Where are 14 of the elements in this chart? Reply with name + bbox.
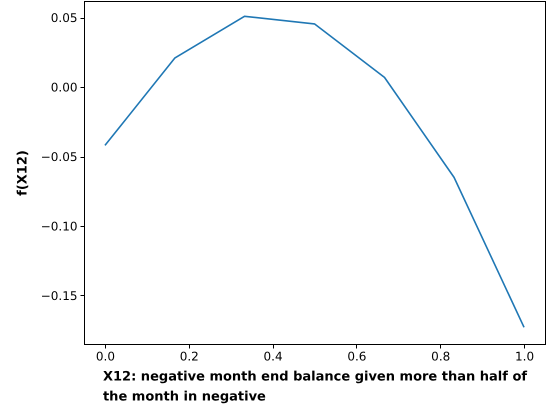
y-tick-label: −0.15 xyxy=(40,288,78,303)
x-tick-label: 0.2 xyxy=(180,350,199,364)
y-tick-label: 0.05 xyxy=(50,11,78,26)
x-tick-label: 0.8 xyxy=(431,350,450,364)
y-axis-title: f(X12) xyxy=(16,150,30,196)
x-tick-label: 1.0 xyxy=(515,350,534,364)
line-series xyxy=(104,15,525,328)
x-axis-title: X12: negative month end balance given more than half of the month in negative xyxy=(102,370,528,404)
x-tick-label: 0.0 xyxy=(96,350,115,364)
y-tick-label: −0.05 xyxy=(40,150,78,164)
y-tick-label: −0.10 xyxy=(40,219,78,234)
x-tick-label: 0.6 xyxy=(347,350,366,364)
x-tick-label: 0.4 xyxy=(264,350,283,364)
y-tick-label: 0.00 xyxy=(50,80,78,95)
